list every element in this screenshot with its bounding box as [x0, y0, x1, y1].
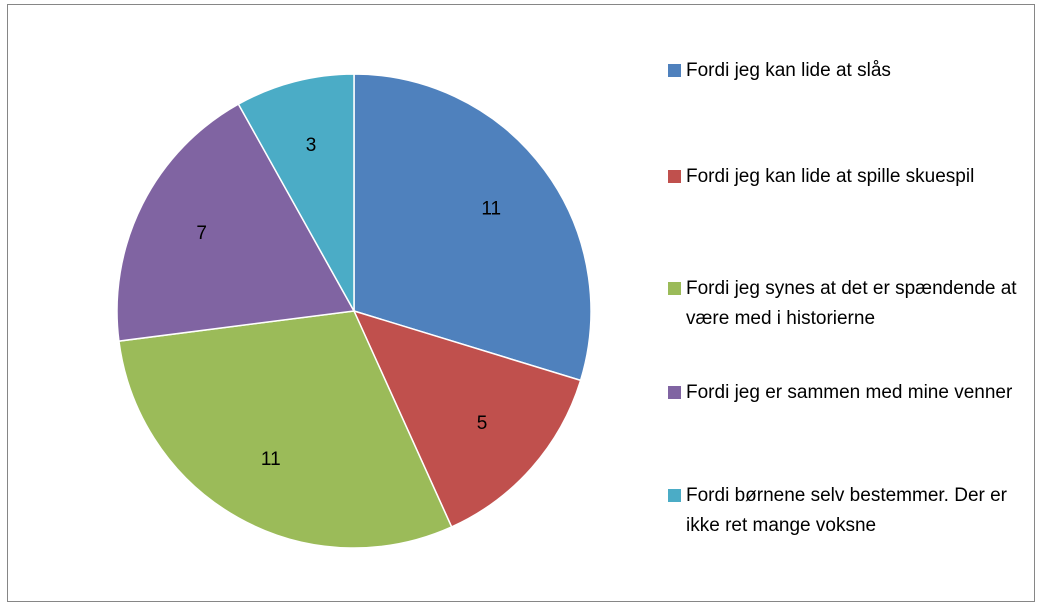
data-label: 7 — [196, 223, 207, 244]
data-label: 3 — [306, 135, 317, 156]
legend-swatch — [668, 64, 681, 77]
data-label: 5 — [477, 413, 488, 434]
legend-label: Fordi jeg kan lide at slås — [686, 60, 891, 81]
pie-slice — [353, 73, 592, 382]
legend-item: Fordi jeg synes at det er spændende at v… — [668, 274, 1028, 334]
legend-label: Fordi jeg er sammen med mine venner — [686, 382, 1013, 403]
pie-slice — [116, 103, 356, 342]
pie-slice — [118, 310, 453, 549]
legend-label: Fordi jeg kan lide at spille skuespil — [686, 166, 975, 187]
legend-item: Fordi jeg kan lide at slås — [668, 56, 1028, 86]
legend-item: Fordi jeg kan lide at spille skuespil — [668, 162, 1028, 192]
chart-border — [7, 4, 1035, 602]
legend-swatch — [668, 386, 681, 399]
legend-swatch — [668, 282, 681, 295]
data-label: 11 — [261, 449, 281, 470]
data-label: 11 — [481, 199, 501, 220]
pie-slice — [237, 73, 355, 314]
legend-swatch — [668, 170, 681, 183]
pie-slice — [352, 309, 582, 528]
legend-item: Fordi jeg er sammen med mine venner — [668, 378, 1028, 408]
legend-label: Fordi jeg synes at det er spændende at v… — [686, 278, 1017, 329]
legend-label: Fordi børnene selv bestemmer. Der er ikk… — [686, 485, 1008, 536]
legend-swatch — [668, 489, 681, 502]
legend-item: Fordi børnene selv bestemmer. Der er ikk… — [668, 481, 1028, 541]
